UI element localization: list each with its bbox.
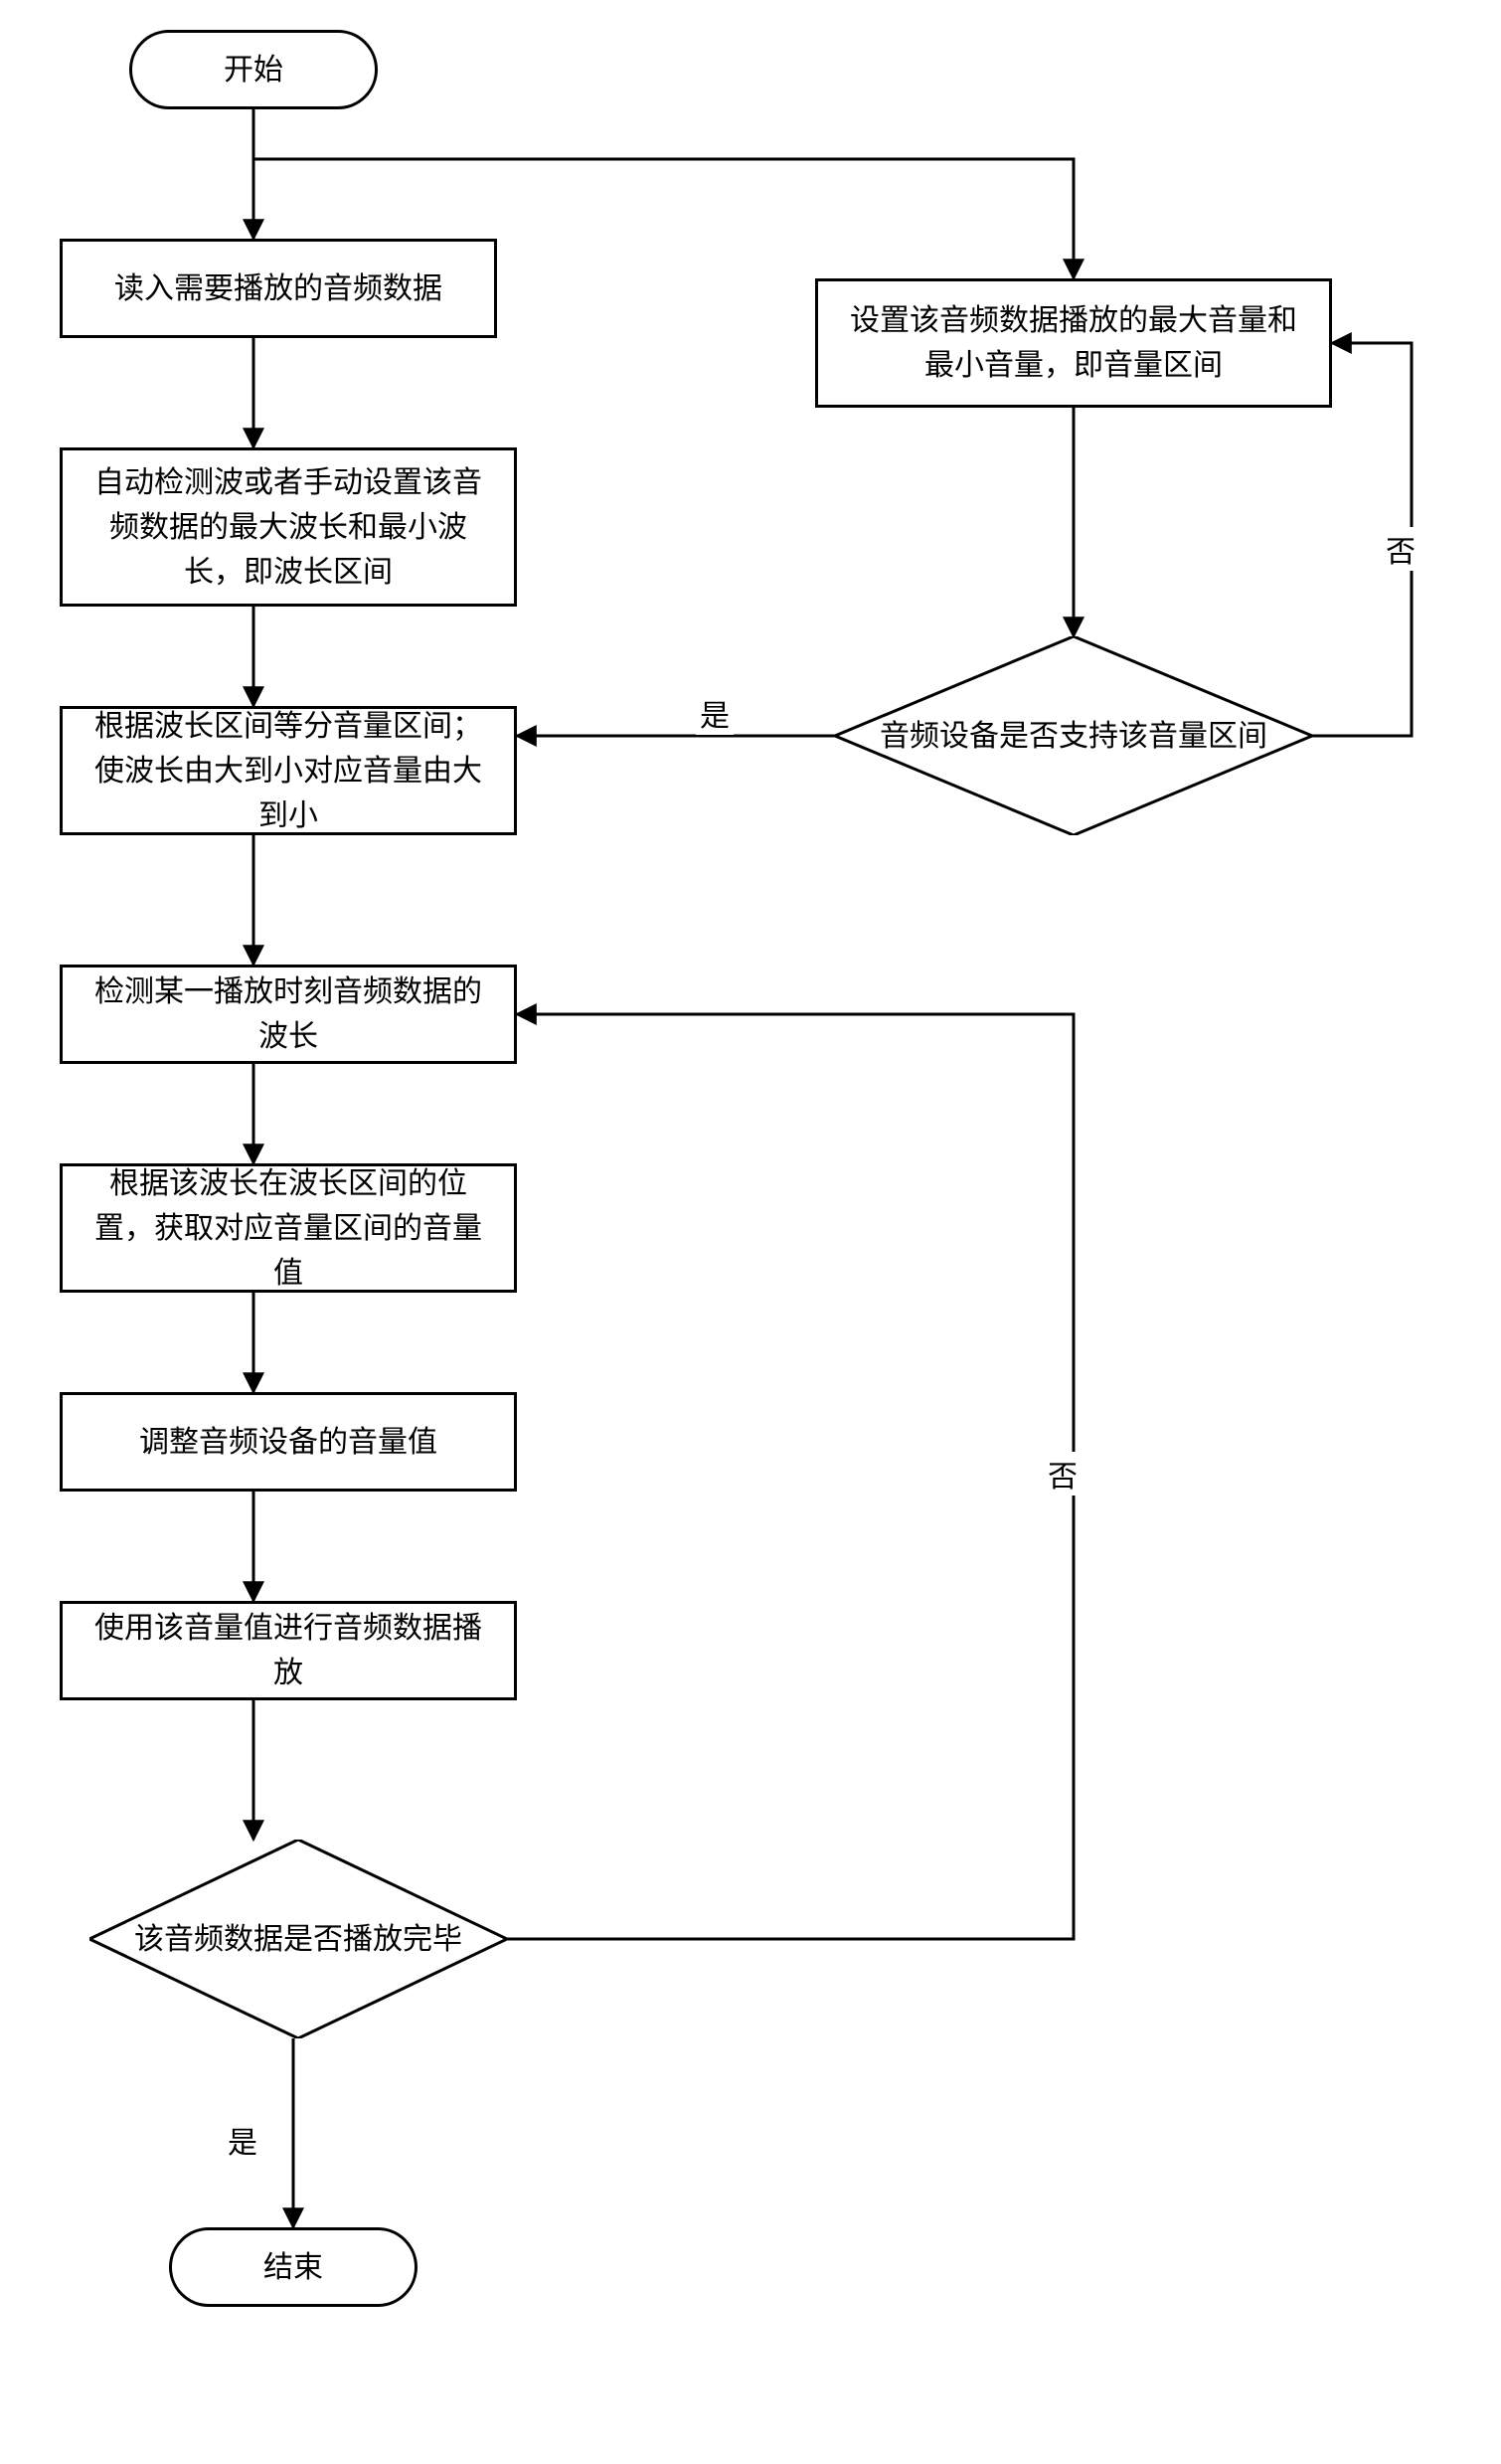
- flowchart-node-p4: 根据波长区间等分音量区间； 使波长由大到小对应音量由大到小: [60, 706, 517, 835]
- flowchart-node-p5: 检测某一播放时刻音频数据的波长: [60, 965, 517, 1064]
- flowchart-node-label: 音频设备是否支持该音量区间: [835, 636, 1312, 835]
- flowchart-node-p8: 使用该音量值进行音频数据播放: [60, 1601, 517, 1700]
- flowchart-node-start: 开始: [129, 30, 378, 109]
- flowchart-edge-label: 否: [1382, 527, 1419, 571]
- flowchart-canvas: 开始读入需要播放的音频数据自动检测波或者手动设置该音频数据的最大波长和最小波长，…: [0, 0, 1501, 2464]
- flowchart-node-d2: 该音频数据是否播放完毕: [89, 1840, 507, 2038]
- flowchart-edge: [507, 1014, 1074, 1939]
- flowchart-node-p1: 读入需要播放的音频数据: [60, 239, 497, 338]
- flowchart-node-p6: 根据该波长在波长区间的位置，获取对应音量区间的音量值: [60, 1163, 517, 1293]
- flowchart-node-d1: 音频设备是否支持该音量区间: [835, 636, 1312, 835]
- flowchart-node-p7: 调整音频设备的音量值: [60, 1392, 517, 1492]
- flowchart-node-end: 结束: [169, 2227, 417, 2307]
- flowchart-node-p3: 设置该音频数据播放的最大音量和最小音量，即音量区间: [815, 278, 1332, 408]
- flowchart-edge-label: 是: [224, 2118, 261, 2162]
- flowchart-node-label: 该音频数据是否播放完毕: [89, 1840, 507, 2038]
- flowchart-node-p2: 自动检测波或者手动设置该音频数据的最大波长和最小波长，即波长区间: [60, 447, 517, 607]
- flowchart-edge-label: 是: [696, 691, 734, 735]
- flowchart-edge-label: 否: [1044, 1452, 1082, 1496]
